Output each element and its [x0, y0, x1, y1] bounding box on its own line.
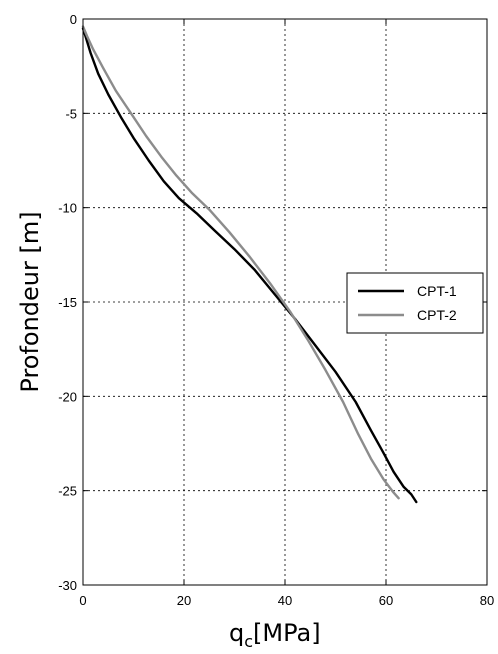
y-axis-label: Profondeur [m]	[16, 211, 44, 392]
legend: CPT-1 CPT-2	[346, 272, 484, 334]
y-tick-label: -5	[65, 106, 77, 121]
legend-label: CPT-2	[417, 307, 457, 323]
series-line-cpt-1	[81, 27, 418, 504]
x-axis-label-subscript: c	[244, 632, 253, 651]
x-tick-label: 20	[177, 593, 191, 608]
x-tick-label: 80	[480, 593, 494, 608]
x-tick-label: 40	[278, 593, 292, 608]
y-tick-label: 0	[70, 12, 77, 27]
y-tick-label: -10	[58, 201, 77, 216]
y-tick-label: -20	[58, 389, 77, 404]
y-tick-label: -15	[58, 295, 77, 310]
x-tick-label: 0	[79, 593, 86, 608]
y-tick-label: -30	[58, 578, 77, 593]
x-axis-label: qc[MPa]	[229, 619, 321, 651]
ticks: 0 20 40 60 80 0 -5 -10 -15 -20 -25 -30	[58, 12, 494, 608]
legend-label: CPT-1	[417, 283, 457, 299]
series-line-cpt-2	[81, 25, 400, 500]
series-layer	[81, 25, 418, 504]
legend-box	[346, 272, 484, 334]
x-axis-label-main: q	[229, 619, 244, 647]
grid	[83, 19, 487, 585]
x-axis-label-unit: [MPa]	[253, 619, 321, 647]
x-tick-label: 60	[379, 593, 393, 608]
y-tick-label: -25	[58, 484, 77, 499]
